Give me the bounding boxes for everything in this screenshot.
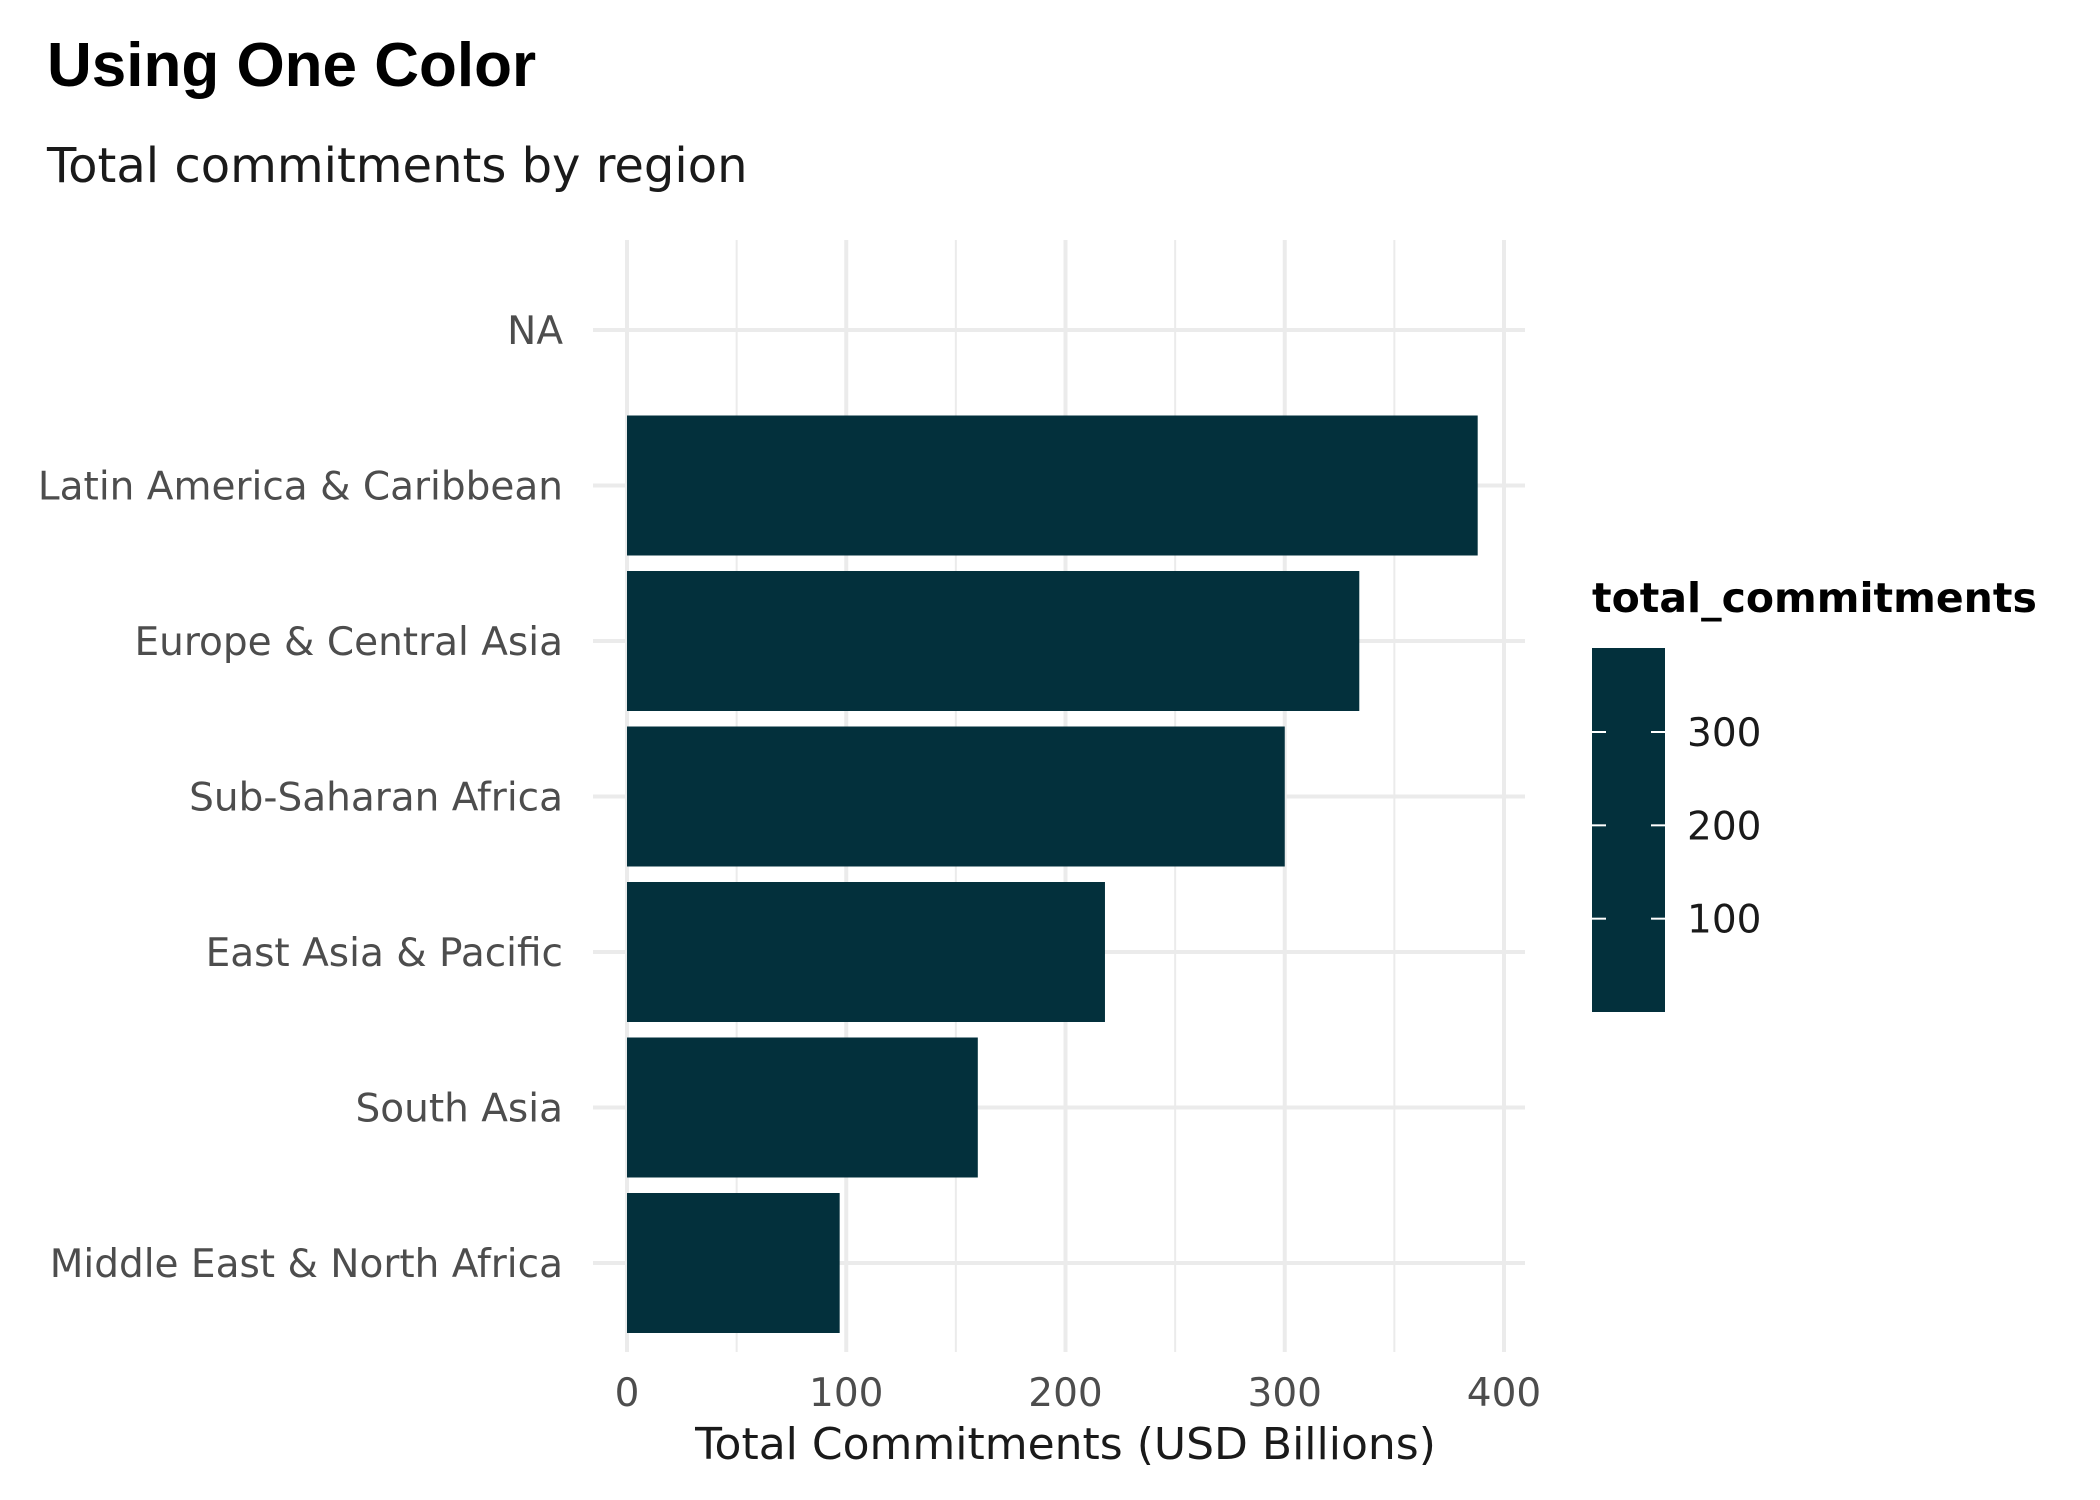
y-tick-label: South Asia (356, 1087, 563, 1132)
legend-ticks: 300 200 100 (1592, 711, 1761, 943)
y-tick-label: Sub-Saharan Africa (189, 776, 563, 821)
x-tick-label: 100 (809, 1371, 883, 1416)
bar-layer (627, 415, 1478, 1333)
y-tick-label: Middle East & North Africa (50, 1242, 563, 1287)
x-tick-labels: 0 100 200 300 400 (615, 1371, 1542, 1416)
y-tick-labels: NA Latin America & Caribbean Europe & Cent… (38, 309, 563, 1287)
x-tick-label: 200 (1028, 1371, 1102, 1416)
x-tick-label: 300 (1248, 1371, 1322, 1416)
bar (627, 1193, 840, 1333)
bar (627, 1037, 978, 1178)
x-tick-label: 400 (1467, 1371, 1541, 1416)
bar (627, 571, 1360, 711)
x-tick-label: 0 (615, 1371, 640, 1416)
x-axis-label: Total Commitments (USD Billions) (694, 1419, 1436, 1470)
chart-title: Using One Color (47, 31, 537, 100)
legend-tick-label: 200 (1687, 804, 1761, 849)
y-tick-label: East Asia & Pacific (206, 931, 563, 976)
y-tick-label: Europe & Central Asia (135, 620, 564, 665)
y-tick-label: NA (507, 309, 563, 354)
legend-colorbar (1592, 648, 1665, 1012)
bar (627, 882, 1105, 1022)
chart-subtitle: Total commitments by region (47, 138, 748, 194)
y-tick-label: Latin America & Caribbean (38, 465, 563, 510)
bar (627, 415, 1478, 556)
legend-tick-label: 100 (1687, 898, 1761, 943)
legend-tick-label: 300 (1687, 711, 1761, 756)
bar (627, 726, 1285, 867)
legend-title: total_commitments (1592, 574, 2037, 622)
legend: total_commitments 300 200 100 (1592, 574, 2037, 1012)
